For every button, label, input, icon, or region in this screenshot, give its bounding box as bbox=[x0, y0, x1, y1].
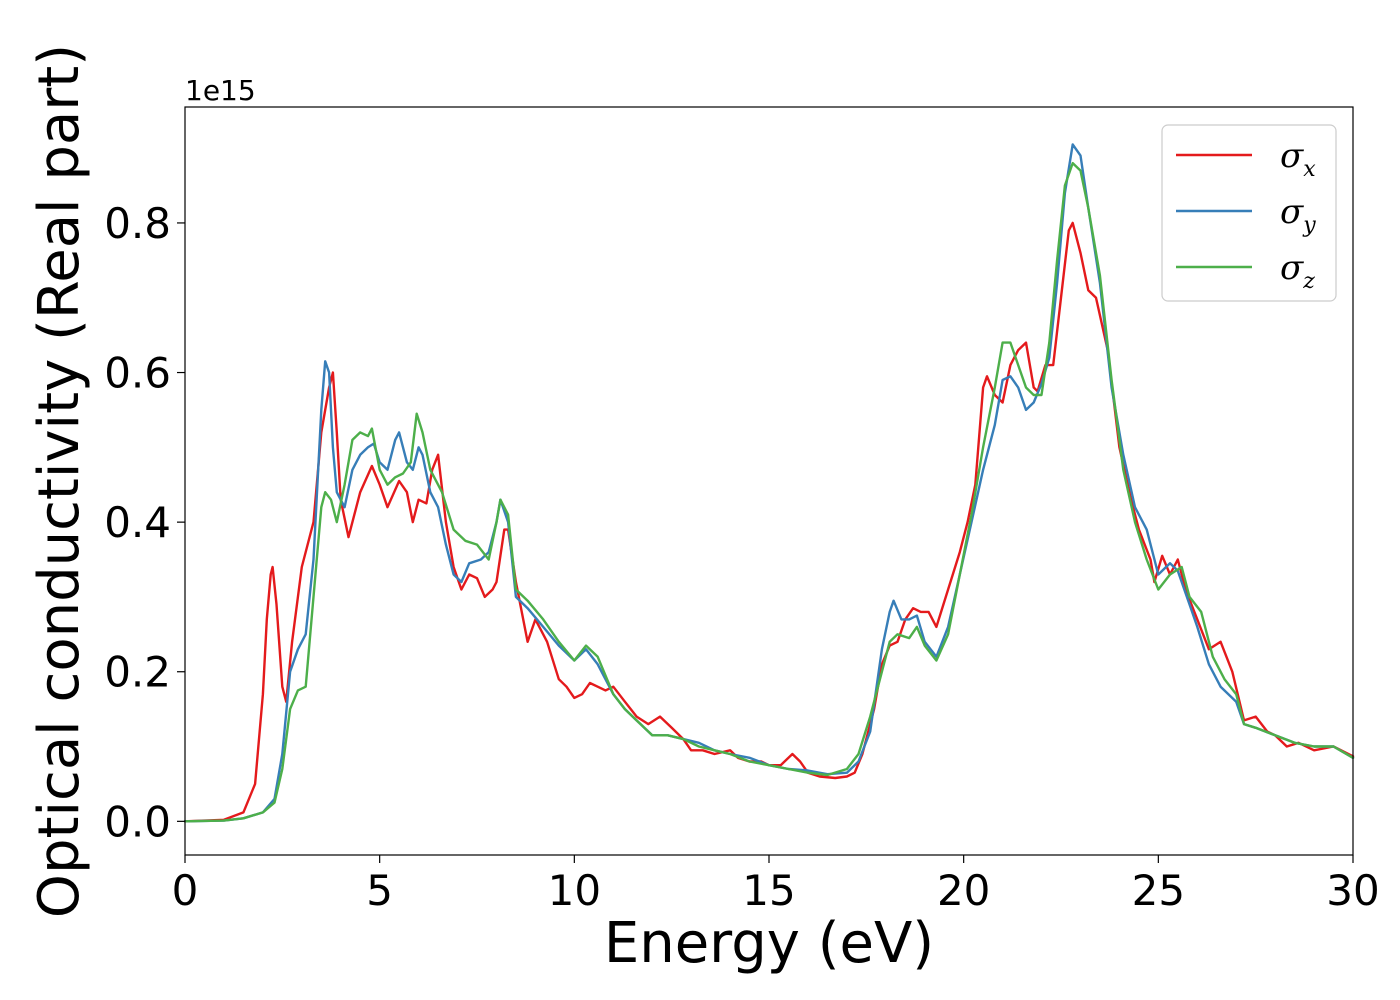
x-axis-label: Energy (eV) bbox=[604, 911, 934, 976]
x-tick-label: 30 bbox=[1326, 866, 1379, 915]
y-tick-label: 0.4 bbox=[104, 498, 171, 547]
y-tick-label: 0.8 bbox=[104, 199, 171, 248]
series-line-x bbox=[185, 223, 1353, 821]
x-tick-label: 25 bbox=[1132, 866, 1185, 915]
y-axis: 0.0 0.2 0.4 0.6 0.8 bbox=[104, 199, 185, 846]
x-tick-label: 0 bbox=[172, 866, 199, 915]
x-tick-label: 5 bbox=[366, 866, 393, 915]
x-tick-label: 20 bbox=[937, 866, 990, 915]
y-tick-label: 0.2 bbox=[104, 648, 171, 697]
x-axis: 0 5 10 15 20 25 30 bbox=[172, 855, 1380, 915]
x-tick-label: 10 bbox=[548, 866, 601, 915]
y-axis-label: Optical conductivity (Real part) bbox=[27, 44, 92, 918]
y-offset-label: 1e15 bbox=[185, 74, 256, 107]
y-tick-label: 0.0 bbox=[104, 797, 171, 846]
y-tick-label: 0.6 bbox=[104, 349, 171, 398]
x-tick-label: 15 bbox=[742, 866, 795, 915]
